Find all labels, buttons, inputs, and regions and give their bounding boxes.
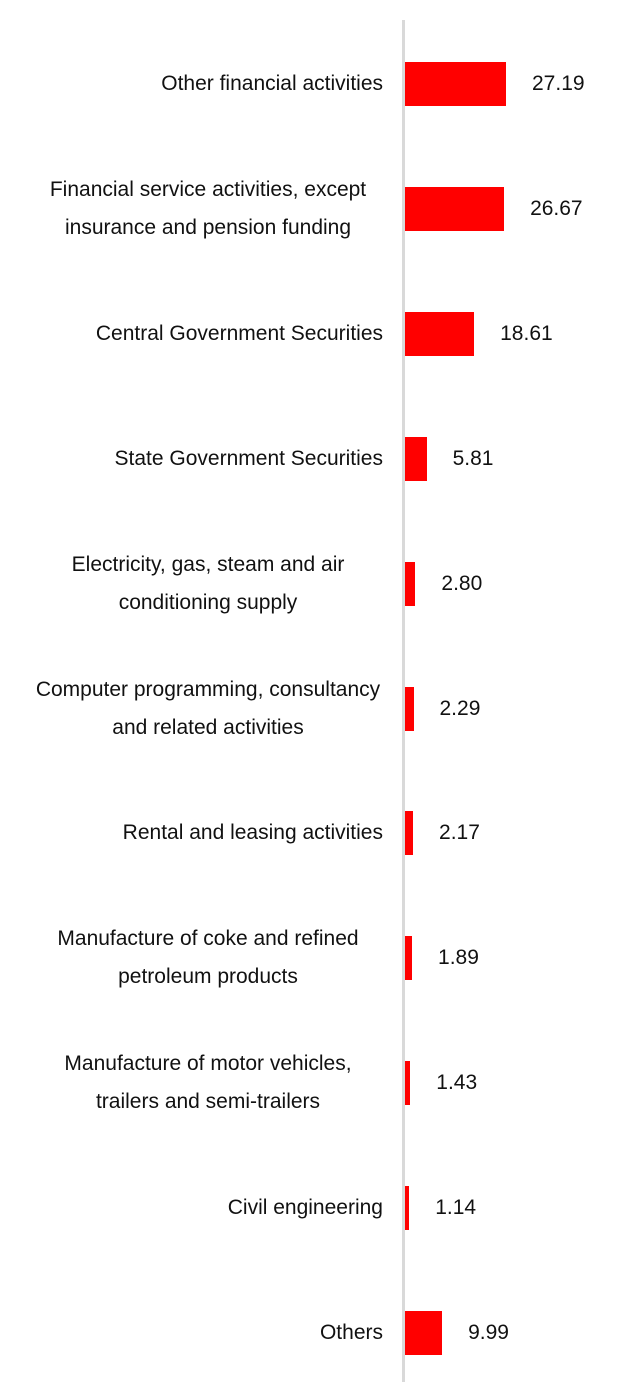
label-box: Electricity, gas, steam and air conditio…	[0, 524, 383, 644]
value-label: 5.81	[452, 446, 494, 470]
bar	[405, 1311, 443, 1355]
category-label: Other financial activities	[161, 72, 383, 95]
axis-line	[402, 20, 405, 1382]
value-label: 1.43	[436, 1071, 478, 1095]
bar-row: Civil engineering 1.14	[0, 1148, 626, 1268]
category-label: Others	[319, 1321, 383, 1344]
value-label: 1.14	[435, 1196, 477, 1220]
label-box: Central Government Securities	[0, 274, 383, 394]
bar-row: Other financial activities 27.19	[0, 24, 626, 144]
value-label: 27.19	[532, 72, 585, 95]
bar	[405, 311, 475, 356]
value-label: 18.61	[500, 321, 553, 345]
bar	[405, 436, 427, 481]
value-label: 9.99	[468, 1321, 509, 1344]
label-box: State Government Securities	[0, 399, 383, 519]
label-box: Computer programming, consultancy and re…	[0, 649, 383, 769]
bar	[405, 936, 413, 981]
value-label: 2.29	[439, 696, 481, 720]
category-label: Electricity, gas, steam and air conditio…	[71, 552, 345, 614]
category-label: Rental and leasing activities	[122, 821, 383, 845]
label-box: Civil engineering	[0, 1148, 383, 1268]
category-label: Manufacture of coke and refined petroleu…	[57, 927, 359, 989]
label-box: Others	[0, 1273, 383, 1393]
bar-row: Others 9.99	[0, 1273, 626, 1393]
value-label: 2.80	[441, 571, 483, 595]
value-label: 26.67	[530, 196, 583, 220]
label-box: Rental and leasing activities	[0, 773, 383, 893]
label-box: Other financial activities	[0, 24, 383, 144]
bar	[405, 561, 416, 606]
bar-row: Financial service activities, except ins…	[0, 149, 626, 269]
label-box: Manufacture of motor vehicles, trailers …	[0, 1023, 383, 1143]
bar-row: Computer programming, consultancy and re…	[0, 649, 626, 769]
category-label: Financial service activities, except ins…	[49, 177, 367, 239]
value-label: 1.89	[438, 946, 479, 970]
category-label: Central Government Securities	[95, 321, 383, 345]
bar-row: Electricity, gas, steam and air conditio…	[0, 524, 626, 644]
bar	[405, 686, 414, 731]
bar-row: Rental and leasing activities 2.17	[0, 773, 626, 893]
bar	[405, 62, 506, 106]
bar-row: Manufacture of coke and refined petroleu…	[0, 898, 626, 1018]
bar-row: Central Government Securities 18.61	[0, 274, 626, 394]
category-label: Computer programming, consultancy and re…	[35, 677, 381, 739]
bar	[405, 1186, 410, 1231]
bar-row: State Government Securities 5.81	[0, 399, 626, 519]
category-label: State Government Securities	[114, 446, 383, 470]
category-label: Manufacture of motor vehicles, trailers …	[64, 1052, 352, 1114]
category-label: Civil engineering	[227, 1196, 383, 1220]
value-label: 2.17	[439, 821, 480, 845]
label-box: Financial service activities, except ins…	[0, 149, 383, 269]
bar	[405, 811, 414, 856]
bar	[405, 186, 505, 231]
label-box: Manufacture of coke and refined petroleu…	[0, 898, 383, 1018]
bar	[405, 1061, 411, 1106]
bar-row: Manufacture of motor vehicles, trailers …	[0, 1023, 626, 1143]
